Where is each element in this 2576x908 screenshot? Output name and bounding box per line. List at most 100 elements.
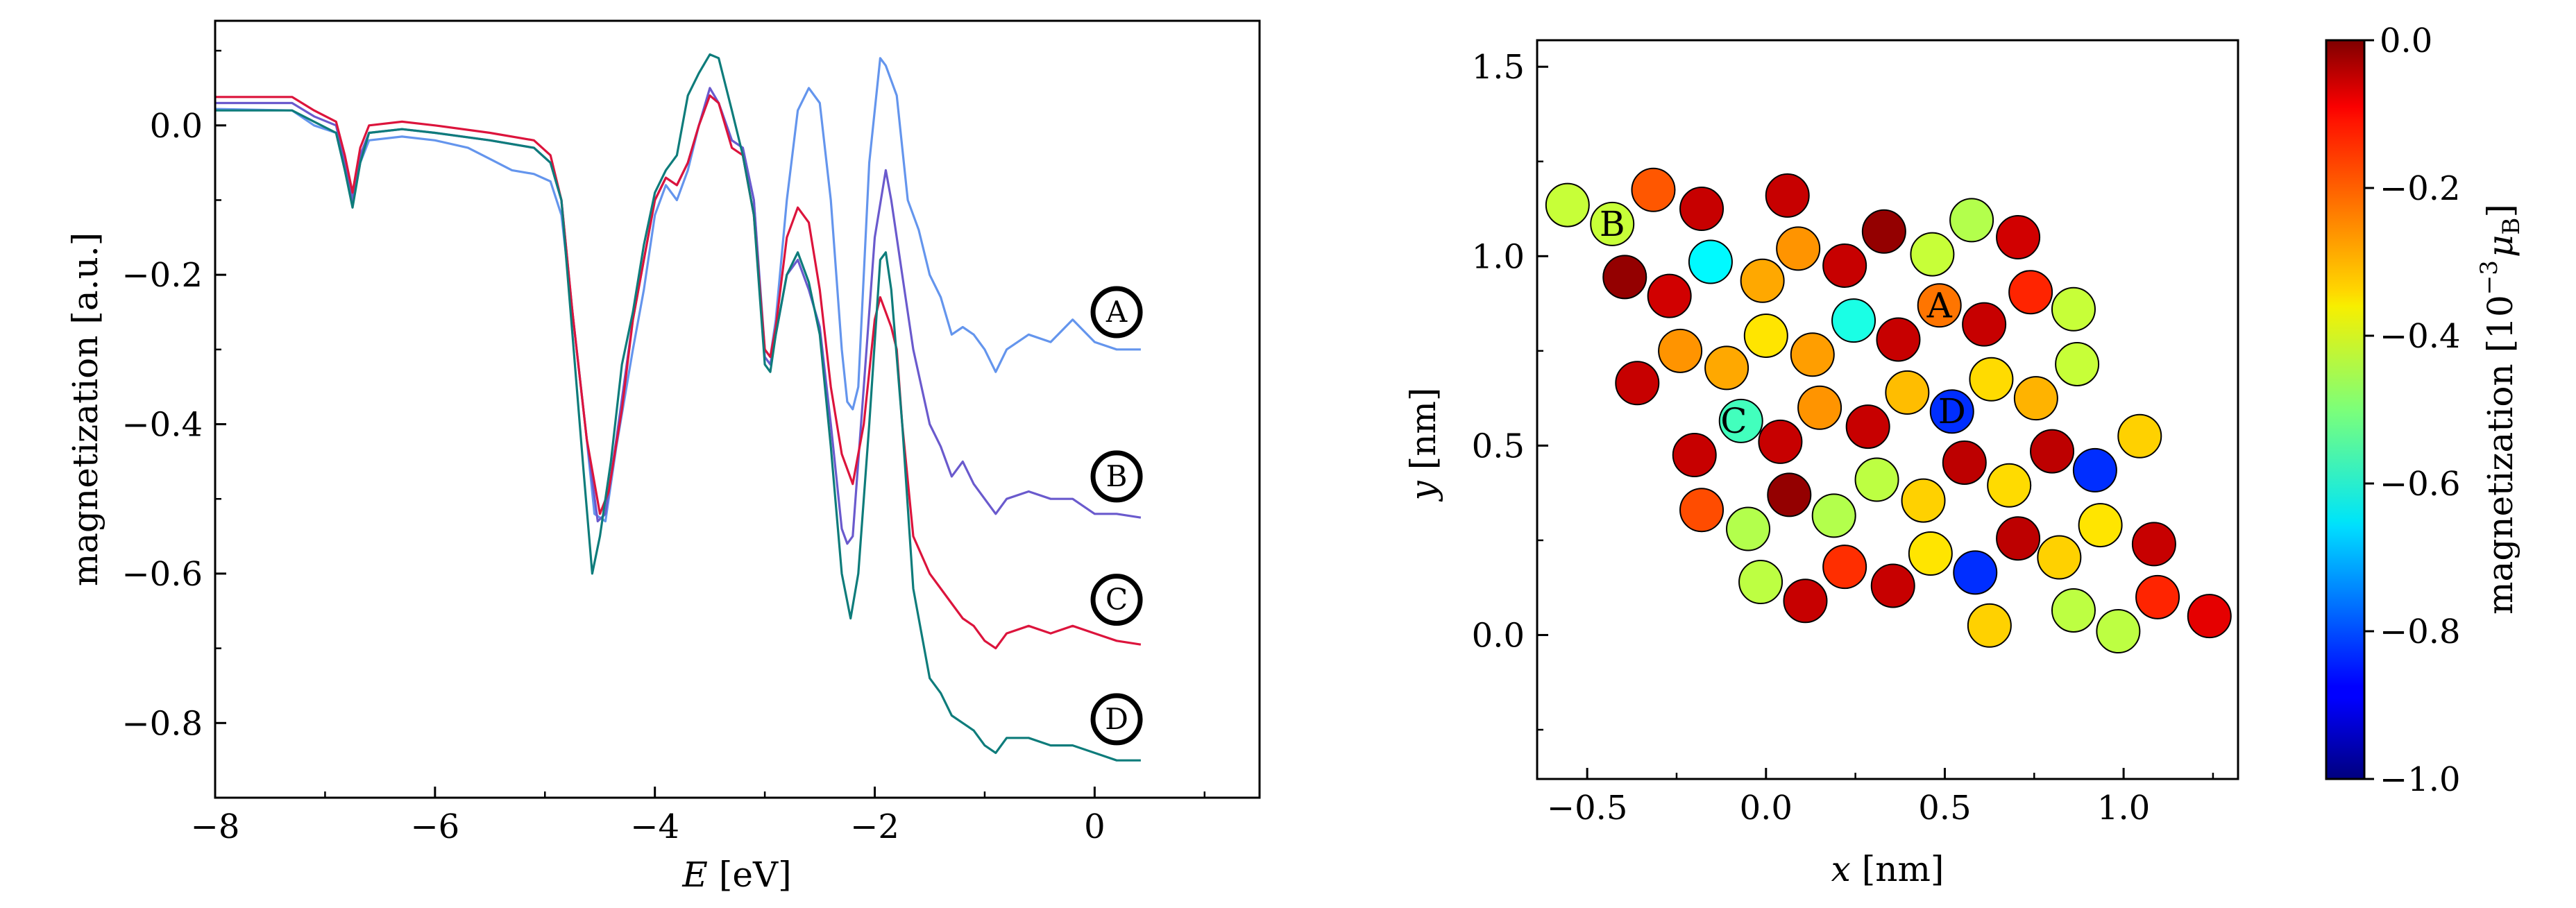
- left-x-tick-label: −4: [630, 807, 679, 846]
- scatter-point: [1822, 545, 1867, 590]
- scatter-point: [1901, 478, 1946, 523]
- right-y-tick-label: 1.5: [1472, 48, 1525, 87]
- right-y-axis-label: y [nm]: [1403, 388, 1443, 502]
- scatter-point: [1783, 579, 1828, 624]
- left-x-tick-label: 0: [1084, 807, 1105, 846]
- scatter-point: [1845, 404, 1890, 449]
- curve-label-circle-B: [1090, 450, 1143, 503]
- scatter-point: [2030, 429, 2075, 474]
- scatter-point: [1590, 201, 1635, 246]
- scatter-point: [1738, 560, 1783, 604]
- scatter-point: [1929, 389, 1974, 434]
- scatter-point: [1811, 493, 1856, 538]
- scatter-point: [1545, 182, 1590, 228]
- left-y-tick-label: −0.6: [121, 555, 203, 594]
- right-y-axis-unit: [nm]: [1403, 388, 1443, 470]
- colorbar-tick-label: −0.4: [2380, 317, 2461, 356]
- scatter-point: [2051, 286, 2096, 332]
- series-line-B: [215, 87, 1142, 545]
- left-x-axis-label: E [eV]: [681, 855, 791, 895]
- scatter-point: [1962, 302, 2007, 347]
- curve-label-circle-C: [1090, 574, 1143, 626]
- scatter-point: [1726, 506, 1771, 551]
- scatter-point: [1704, 345, 1749, 391]
- left-x-tick-label: −2: [850, 807, 899, 846]
- scatter-point: [2055, 341, 2100, 386]
- scatter-point: [1688, 239, 1733, 284]
- right-x-tick-label: 0.0: [1740, 789, 1793, 828]
- left-y-tick-label: −0.2: [121, 256, 203, 295]
- right-x-axis-symbol: x: [1831, 849, 1851, 889]
- series-line-C: [215, 94, 1142, 650]
- scatter-point: [2117, 413, 2162, 459]
- right-axis-ticks: −0.5 0.0 0.5 1.0 0.0 0.5 1.0 1.5: [1472, 48, 2214, 828]
- right-x-tick-label: 1.0: [2097, 789, 2150, 828]
- right-y-tick-label: 0.0: [1472, 616, 1525, 655]
- scatter-point: [1987, 463, 2032, 508]
- colorbar-tick-label: 0.0: [2380, 22, 2432, 60]
- scatter-point: [2013, 376, 2058, 421]
- scatter-point: [1765, 173, 1810, 218]
- scatter-point: [1996, 516, 2041, 561]
- scatter-point: [2096, 609, 2141, 653]
- scatter-point: [2187, 594, 2232, 639]
- right-y-tick-label: 0.5: [1472, 427, 1525, 465]
- left-curve-labels: A B C D: [1090, 286, 1143, 746]
- left-y-tick-label: −0.4: [121, 406, 203, 445]
- scatter-point: [1672, 433, 1717, 478]
- scatter-point: [1949, 198, 1994, 243]
- left-series-group: [215, 53, 1142, 762]
- curve-label-B: B: [1106, 459, 1128, 493]
- scatter-point: [1861, 209, 1906, 254]
- right-scatter-chart: A B C D −0.5 0.0 0.5 1.0 0.0 0.5 1.0 1.5 x [nm] y [n…: [1403, 39, 2239, 889]
- scatter-point: [1908, 531, 1953, 576]
- scatter-point: [1615, 361, 1660, 406]
- point-label-A: A: [1926, 285, 1953, 325]
- colorbar-label-close: ]: [2480, 204, 2520, 218]
- scatter-point: [2135, 574, 2180, 619]
- curve-label-D: D: [1105, 702, 1128, 736]
- curve-label-circle-A: [1090, 286, 1143, 339]
- right-y-tick-label: 1.0: [1472, 237, 1525, 276]
- point-label-B: B: [1600, 204, 1625, 244]
- left-y-tick-label: 0.0: [150, 107, 203, 146]
- colorbar: 0.0 −0.2 −0.4 −0.6 −0.8 −1.0 magnetization [1…: [2325, 22, 2525, 799]
- scatter-point: [1953, 550, 1998, 595]
- scatter-point: [1743, 314, 1788, 358]
- scatter-point: [1822, 243, 1867, 288]
- colorbar-ticks: 0.0 −0.2 −0.4 −0.6 −0.8 −1.0: [2364, 22, 2461, 799]
- scatter-point: [1658, 328, 1703, 373]
- scatter-point: [2078, 503, 2123, 548]
- series-line-A: [215, 57, 1141, 523]
- scatter-point: [2051, 588, 2096, 633]
- right-y-axis-symbol: y: [1403, 480, 1443, 502]
- point-label-D: D: [1938, 391, 1966, 431]
- colorbar-label: magnetization [10−3μB]: [2475, 204, 2525, 615]
- right-x-axis-label: x [nm]: [1831, 849, 1944, 889]
- scatter-point: [1776, 226, 1821, 271]
- scatter-point: [1679, 488, 1725, 533]
- curve-label-C: C: [1105, 583, 1128, 617]
- scatter-point: [1790, 332, 1835, 377]
- curve-label-A: A: [1105, 295, 1128, 329]
- left-x-tick-label: −8: [191, 807, 240, 846]
- scatter-point: [1942, 440, 1987, 485]
- scatter-point: [2072, 447, 2117, 492]
- colorbar-tick-label: −0.6: [2380, 465, 2461, 504]
- scatter-point: [1885, 370, 1930, 415]
- scatter-point: [1910, 232, 1955, 277]
- scatter-point: [1767, 472, 1812, 517]
- scatter-point: [1876, 317, 1921, 362]
- left-x-axis-unit: [eV]: [719, 855, 792, 895]
- left-x-axis-symbol: E: [681, 855, 708, 895]
- colorbar-label-mu: μ: [2480, 235, 2520, 258]
- curve-label-circle-D: [1090, 693, 1143, 746]
- scatter-point: [2037, 535, 2082, 580]
- left-axis-ticks: −8 −6 −4 −2 0 0.0 −0.2 −0.4 −0.6 −0.8: [121, 49, 1206, 846]
- colorbar-tick-label: −0.8: [2380, 613, 2461, 651]
- scatter-point: [1969, 357, 2014, 402]
- right-point-labels: A B C D: [1600, 204, 1966, 441]
- right-plot-frame: [1536, 39, 2239, 780]
